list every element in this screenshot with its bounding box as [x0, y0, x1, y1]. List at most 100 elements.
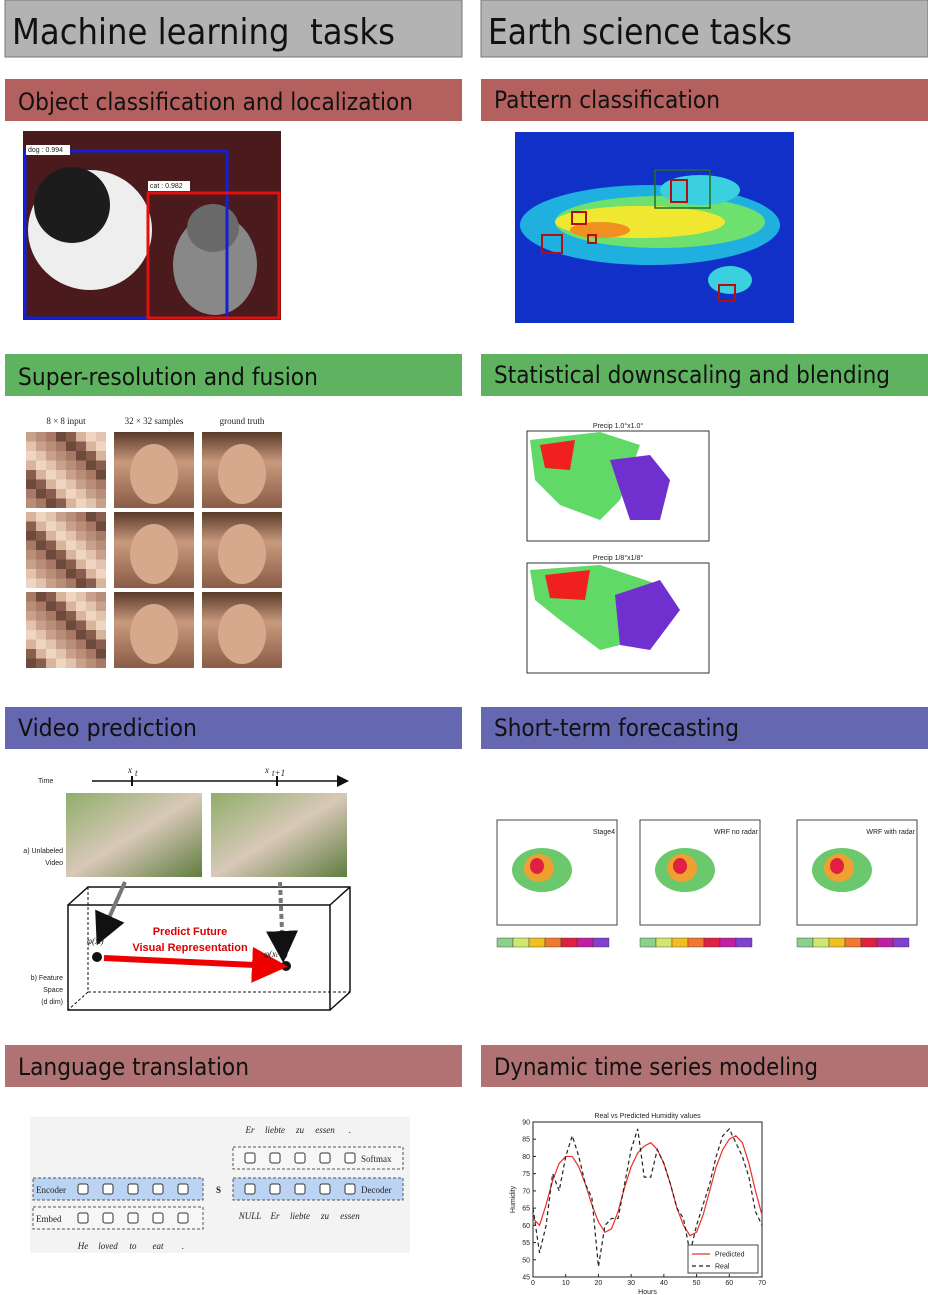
pixel — [56, 621, 66, 631]
decoder-input: zu — [320, 1211, 330, 1221]
pixel — [46, 480, 56, 490]
pixel — [66, 592, 76, 602]
pixel — [76, 522, 86, 532]
colorbar-cell — [672, 938, 688, 947]
pixel — [46, 649, 56, 659]
cell — [153, 1184, 163, 1194]
pixel — [26, 602, 36, 612]
pixel — [96, 499, 106, 509]
pixel — [46, 461, 56, 471]
pixel — [66, 522, 76, 532]
pixel — [26, 611, 36, 621]
pixel — [96, 451, 106, 461]
pattern-image — [515, 132, 794, 323]
decoder-input: NULL — [238, 1211, 262, 1221]
pixel — [56, 512, 66, 522]
label: t+1 — [272, 768, 285, 778]
pixel — [36, 470, 46, 480]
heading: Dynamic time series modeling — [494, 1053, 818, 1081]
x-tick-label: 40 — [660, 1280, 668, 1287]
pixel — [26, 480, 36, 490]
x-tick-label: 50 — [693, 1280, 701, 1287]
label: Softmax — [361, 1154, 392, 1164]
video-prediction-diagram: Time x t x t+1 a) Unlabeled Video Predic… — [23, 765, 350, 1010]
pixel — [66, 489, 76, 499]
decoder-input: essen — [340, 1211, 360, 1221]
pixel — [76, 489, 86, 499]
colorbar-cell — [861, 938, 877, 947]
label: Predict Future — [153, 926, 228, 938]
colorbar-cell — [656, 938, 672, 947]
pixel — [66, 442, 76, 452]
colorbar-cell — [497, 938, 513, 947]
cell — [295, 1153, 305, 1163]
pixel — [56, 592, 66, 602]
cell — [320, 1153, 330, 1163]
heading: Language translation — [18, 1053, 249, 1081]
pixel — [76, 470, 86, 480]
colorbar-cell — [593, 938, 609, 947]
pixel — [56, 499, 66, 509]
pixel — [26, 470, 36, 480]
pixel — [46, 470, 56, 480]
colorbar-cell — [688, 938, 704, 947]
pixel — [86, 541, 96, 551]
pixel — [36, 649, 46, 659]
pixel — [46, 442, 56, 452]
pixel — [26, 442, 36, 452]
pixel — [26, 592, 36, 602]
column-label: ground truth — [220, 416, 265, 426]
pixel — [46, 621, 56, 631]
label: t+1 — [276, 953, 285, 959]
pixel — [96, 489, 106, 499]
pixel — [76, 560, 86, 570]
label: a) Unlabeled — [23, 848, 63, 855]
precip — [530, 858, 544, 874]
pixel — [66, 550, 76, 560]
pixel — [36, 621, 46, 631]
y-tick-label: 45 — [522, 1275, 530, 1282]
downscaling-image: Precip 1.0°x1.0° Precip 1/8°x1/8° — [527, 422, 709, 673]
pixel — [56, 470, 66, 480]
pixel — [96, 550, 106, 560]
pixel — [76, 451, 86, 461]
pixel — [26, 560, 36, 570]
pixel — [86, 451, 96, 461]
pixel — [76, 432, 86, 442]
pixel — [86, 550, 96, 560]
label: φ(xt+1) — [264, 949, 288, 959]
label: Video — [45, 860, 63, 867]
pixel — [86, 579, 96, 589]
pixel — [26, 569, 36, 579]
pixel — [86, 489, 96, 499]
colorbar-cell — [736, 938, 752, 947]
pixel — [36, 602, 46, 612]
label: φ(xt) — [87, 936, 104, 946]
pixel — [86, 649, 96, 659]
column-title: Earth science tasks — [488, 12, 792, 53]
pixel — [96, 649, 106, 659]
pixel — [66, 499, 76, 509]
label: Encoder — [36, 1185, 66, 1195]
source-word: eat — [153, 1241, 164, 1251]
pixel — [56, 489, 66, 499]
pixel — [76, 579, 86, 589]
forecast-title: Stage4 — [593, 829, 615, 836]
x-axis-label: Hours — [638, 1289, 657, 1295]
pixel — [46, 531, 56, 541]
colorbar-cell — [529, 938, 545, 947]
pixel — [96, 512, 106, 522]
pixel — [36, 489, 46, 499]
pixel — [76, 442, 86, 452]
pixel — [36, 480, 46, 490]
pixel — [76, 592, 86, 602]
pixel — [46, 640, 56, 650]
pixel — [76, 659, 86, 669]
pixel — [56, 522, 66, 532]
pixel — [66, 579, 76, 589]
pixel — [56, 602, 66, 612]
label: Space — [43, 987, 63, 994]
pixel — [66, 611, 76, 621]
pixel — [56, 451, 66, 461]
pixel — [46, 630, 56, 640]
